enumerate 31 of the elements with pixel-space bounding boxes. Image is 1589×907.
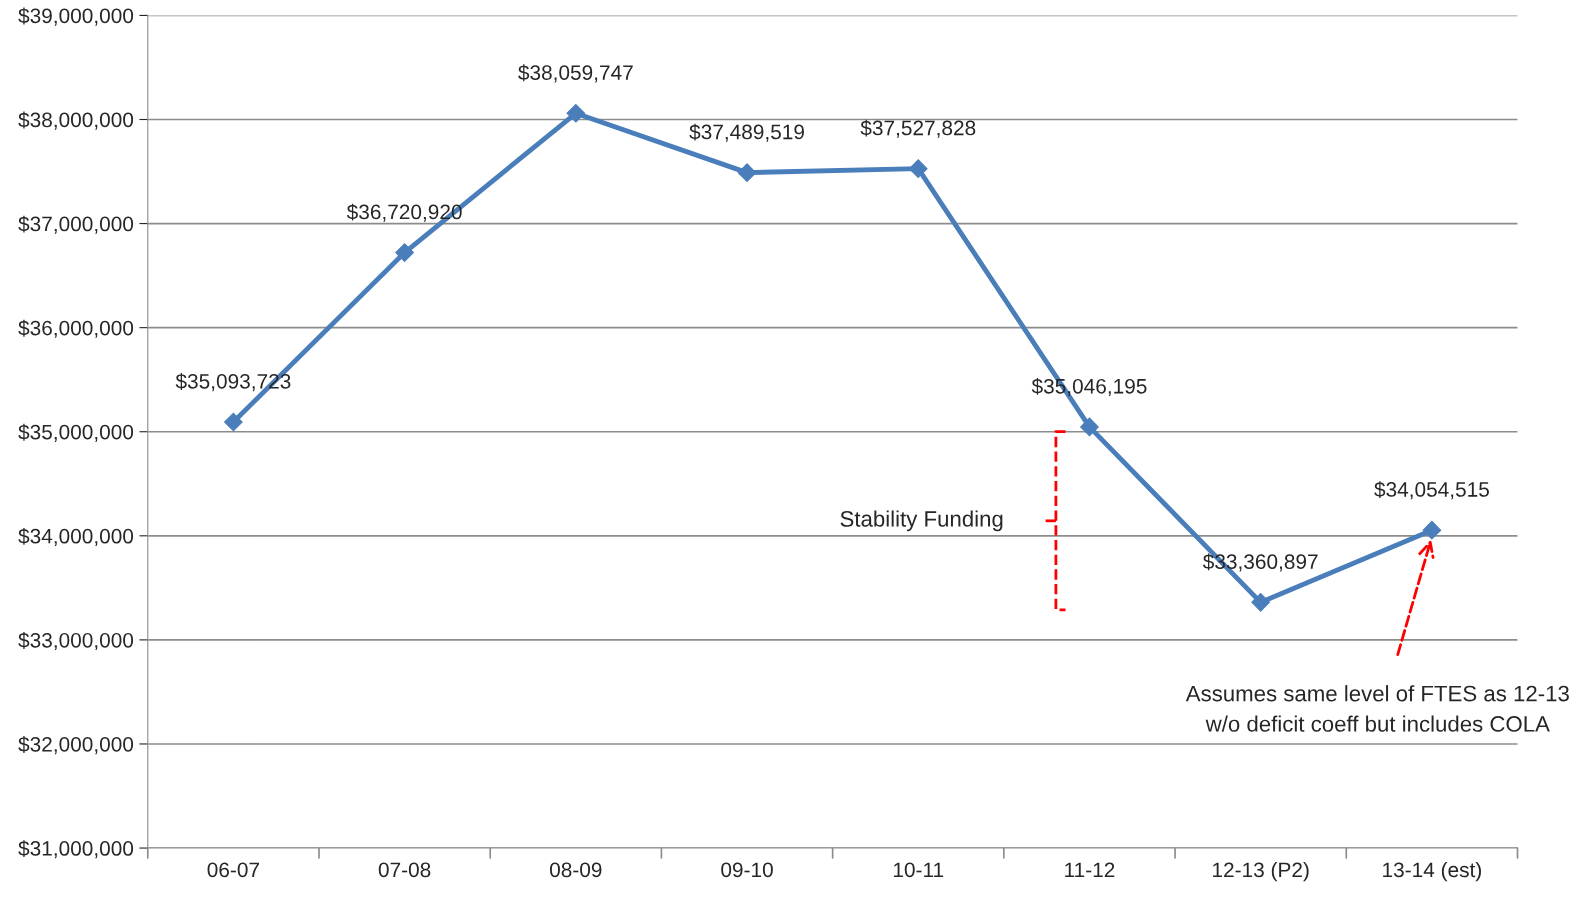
y-tick-label: $34,000,000 (18, 527, 134, 547)
annotation: Stability Funding (840, 510, 1003, 532)
x-tick-label: 11-12 (1065, 862, 1115, 878)
data-label: $38,059,747 (518, 64, 633, 83)
data-label: $37,489,519 (689, 123, 804, 142)
annotation: Assumes same level of FTES as 12-13 w/o deficit coeff but includes COLA (1185, 685, 1569, 732)
y-tick-label: $38,000,000 (18, 111, 134, 130)
y-tick-label: $36,000,000 (18, 319, 134, 338)
data-label: $37,527,828 (860, 119, 976, 138)
x-tick-label: 12-13 (P2) (1213, 861, 1309, 882)
y-tick-label: $37,000,000 (18, 215, 134, 234)
y-tick-label: $31,000,000 (18, 840, 134, 859)
x-tick-label: 07-08 (378, 862, 431, 878)
point (1422, 520, 1442, 540)
x-tick-label: 13-14 (est) (1383, 861, 1481, 882)
point (737, 163, 757, 182)
x-tick-label: 10-11 (893, 862, 944, 878)
point (224, 412, 243, 432)
y-tick-label: $32,000,000 (18, 736, 134, 755)
point (1251, 592, 1271, 612)
y-tick-label: $35,000,000 (18, 423, 134, 442)
y-tick-label: $33,000,000 (18, 632, 134, 651)
x-tick-label: 08-09 (549, 862, 602, 878)
data-label: $34,054,515 (1374, 481, 1489, 500)
x-tick-label: 06-07 (207, 862, 259, 878)
y-tick-label: $39,000,000 (18, 7, 134, 26)
point (908, 159, 928, 178)
x-tick-label: 09-10 (721, 862, 773, 878)
point (1080, 417, 1099, 437)
point (566, 103, 586, 123)
point (395, 243, 414, 262)
